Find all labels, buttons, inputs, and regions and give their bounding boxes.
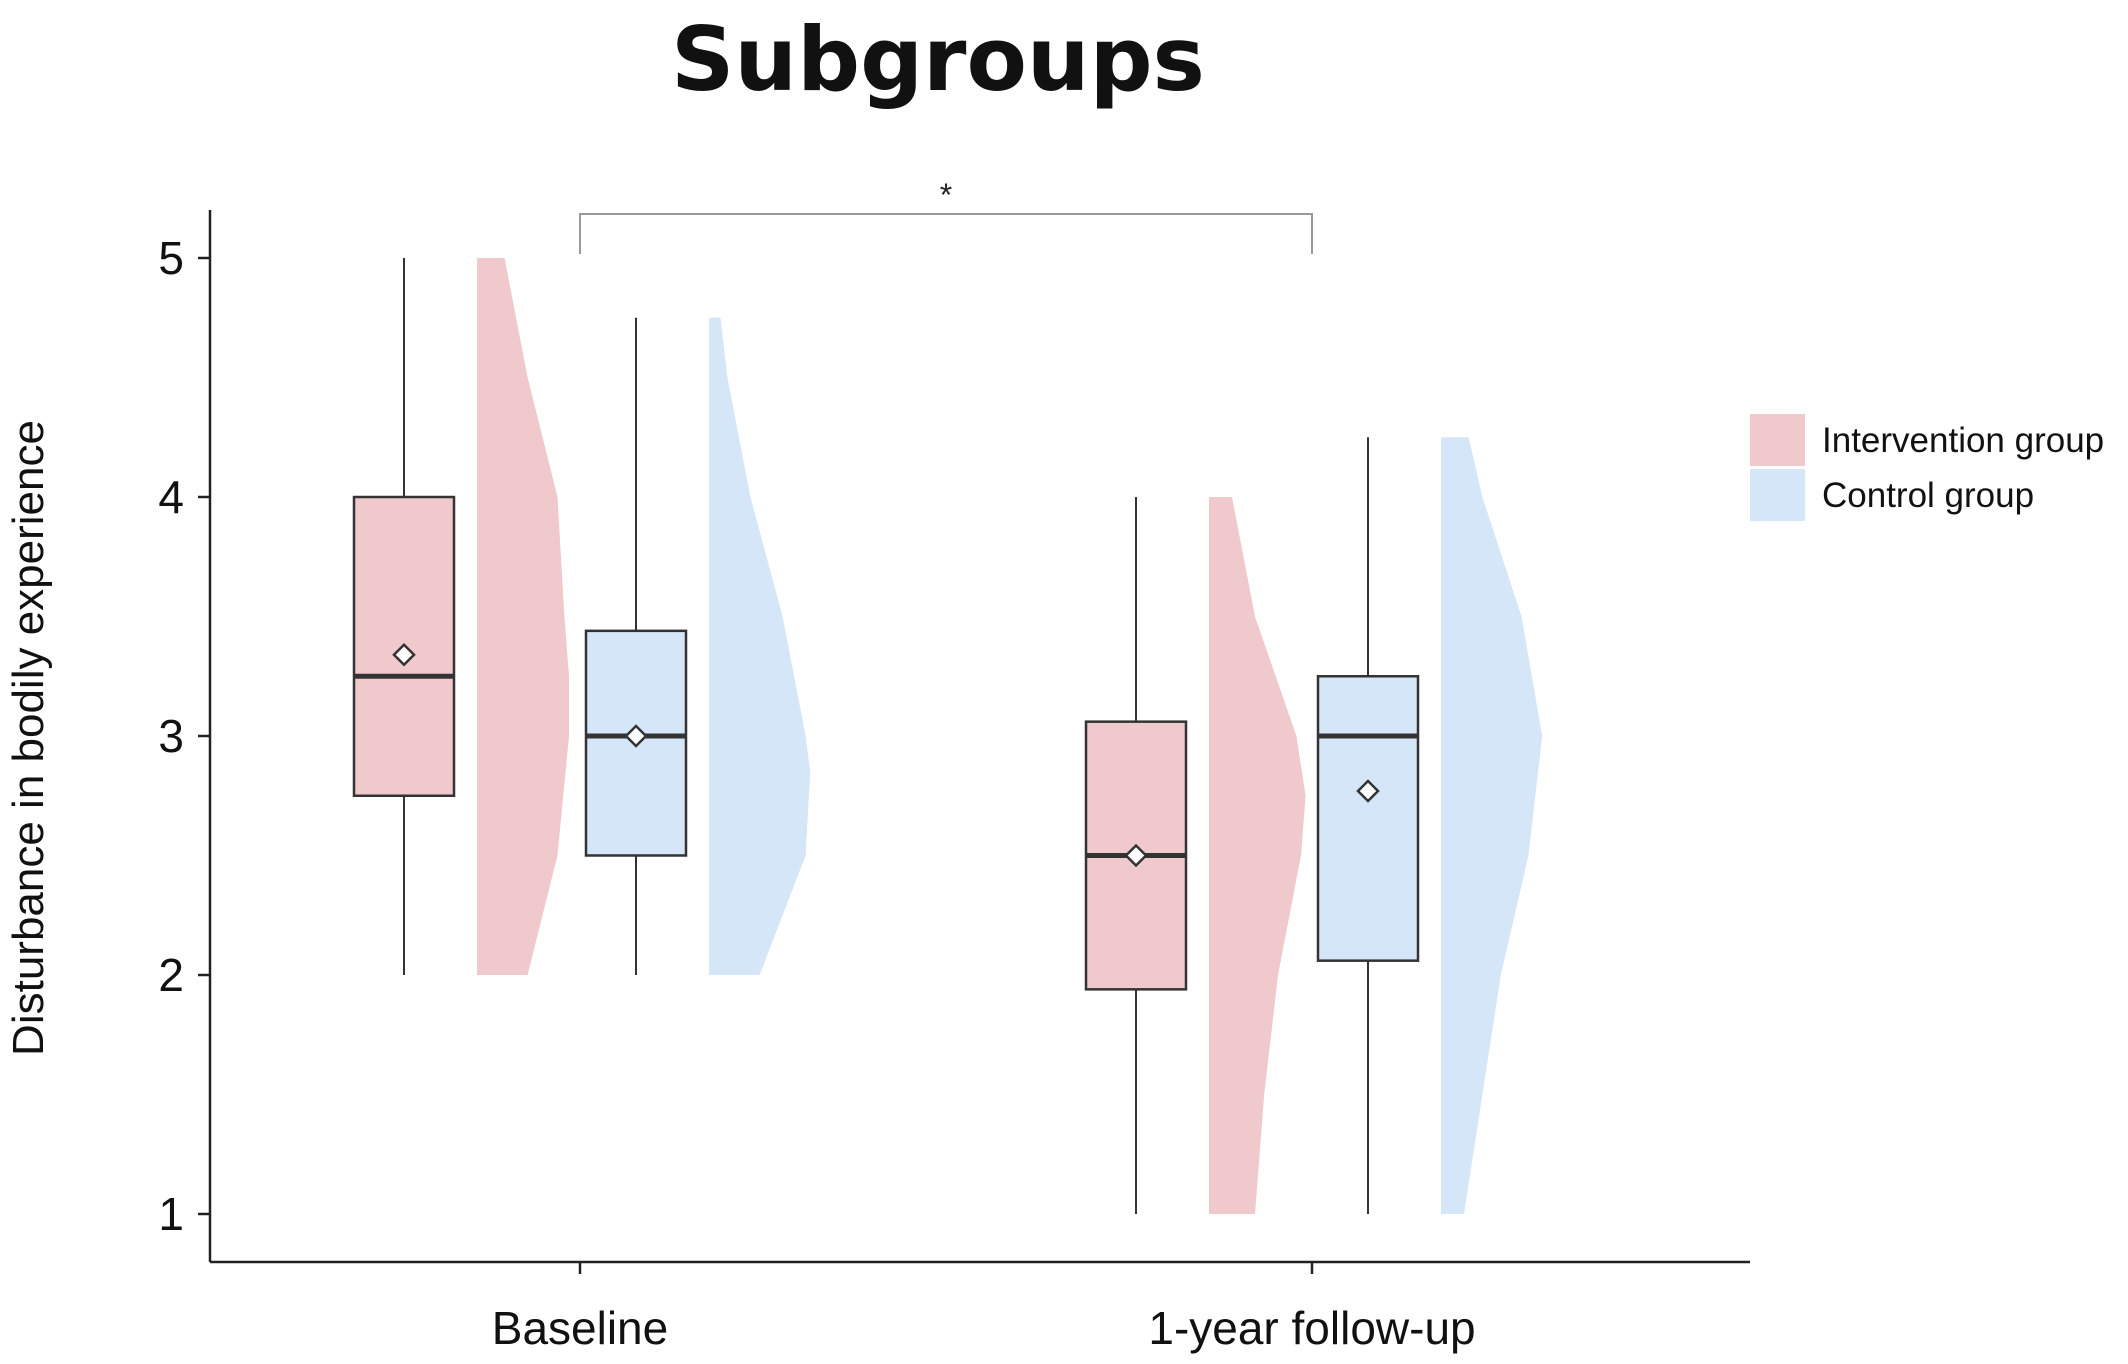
mean-marker <box>1356 779 1380 803</box>
density-layer <box>477 258 1543 1214</box>
x-tick-label: Baseline <box>492 1302 668 1354</box>
significance-label: * <box>940 177 952 213</box>
legend: Intervention group Control group <box>1750 414 2104 521</box>
legend-swatch <box>1750 414 1805 466</box>
legend-label: Intervention group <box>1822 421 2104 460</box>
x-tick-label: 1-year follow-up <box>1148 1302 1475 1354</box>
y-axis-title: Disturbance in bodily experience <box>4 420 53 1056</box>
annotation-layer: * <box>579 177 1313 254</box>
density-violin <box>1441 437 1543 1214</box>
y-tick-label: 5 <box>158 232 184 284</box>
density-violin <box>477 258 569 975</box>
axes-layer: 1 2 3 4 5 Baseline 1-year follow-up <box>158 210 1750 1354</box>
mean-marker <box>392 642 416 667</box>
mean-marker <box>1124 843 1148 868</box>
y-tick-label: 3 <box>158 710 184 762</box>
y-tick-label: 2 <box>158 949 184 1001</box>
legend-swatch <box>1750 469 1805 521</box>
legend-label: Control group <box>1822 476 2034 515</box>
box-iqr <box>1316 675 1420 962</box>
y-tick-label: 4 <box>158 471 184 523</box>
density-violin <box>709 317 811 975</box>
significance-bracket <box>579 213 1313 254</box>
density-violin <box>1209 497 1306 1214</box>
chart-title: Subgroups <box>671 8 1205 111</box>
mean-marker <box>624 724 648 748</box>
y-tick-label: 1 <box>158 1188 184 1240</box>
box-layer <box>352 258 1420 1214</box>
